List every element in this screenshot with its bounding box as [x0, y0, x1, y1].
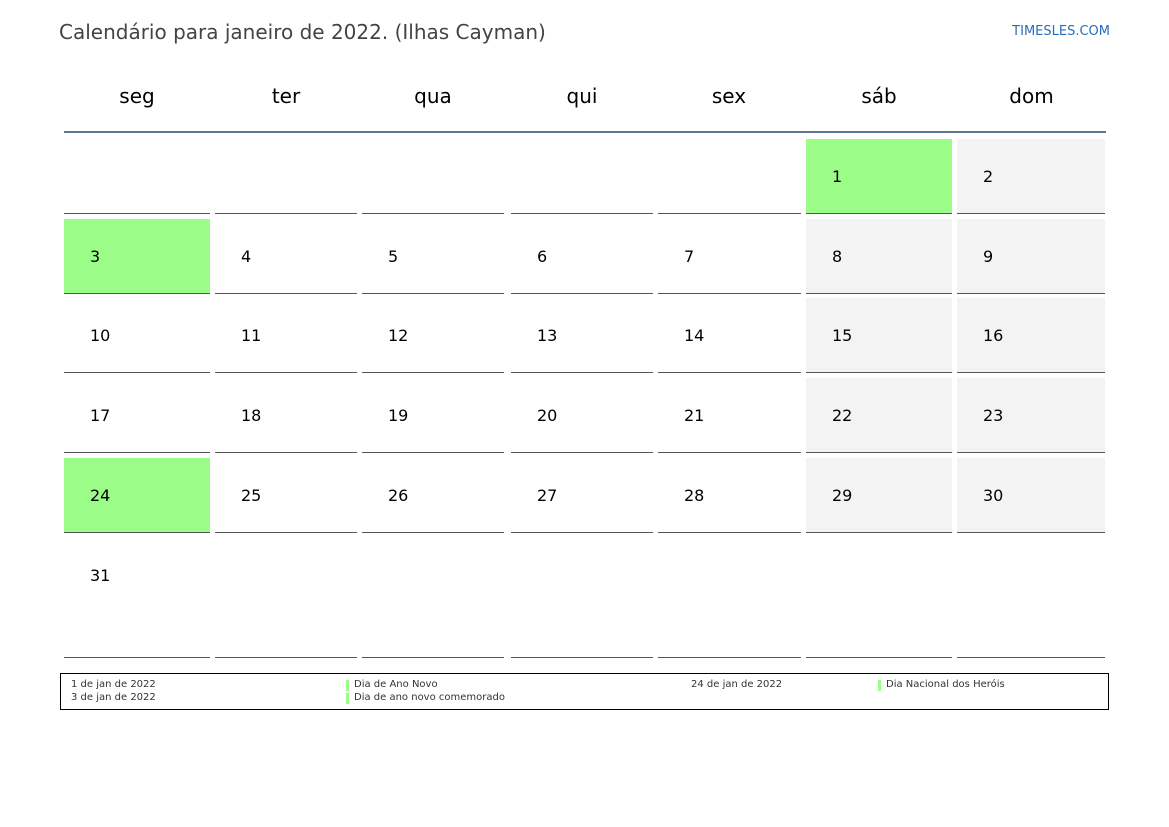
day-number: 12 — [388, 326, 409, 345]
day-cell: 25 — [215, 458, 357, 533]
day-cell: 6 — [511, 219, 653, 294]
day-cell: 24 — [64, 458, 210, 533]
page-title: Calendário para janeiro de 2022. (Ilhas … — [59, 20, 546, 44]
day-cell: 31 — [64, 538, 210, 658]
weekday-label: sex — [711, 84, 747, 108]
day-cell: 5 — [362, 219, 504, 294]
day-cell: 17 — [64, 378, 210, 453]
day-cell: 15 — [806, 298, 952, 373]
day-cell: 12 — [362, 298, 504, 373]
day-cell: 19 — [362, 378, 504, 453]
empty-day-cell — [658, 538, 801, 658]
day-cell: 2 — [957, 139, 1105, 214]
day-cell: 29 — [806, 458, 952, 533]
day-cell: 26 — [362, 458, 504, 533]
day-cell: 21 — [658, 378, 801, 453]
legend-holiday-name: Dia de ano novo comemorado — [354, 692, 505, 703]
day-number: 25 — [241, 486, 262, 505]
day-number: 24 — [90, 486, 111, 505]
day-number: 31 — [90, 566, 111, 585]
day-cell: 20 — [511, 378, 653, 453]
day-cell: 11 — [215, 298, 357, 373]
day-number: 5 — [388, 247, 399, 266]
day-cell: 23 — [957, 378, 1105, 453]
weekday-header-row: seg ter qua qui sex sáb dom — [64, 84, 1106, 114]
day-number: 23 — [983, 406, 1004, 425]
day-number: 18 — [241, 406, 262, 425]
header-divider — [64, 131, 1106, 133]
day-number: 3 — [90, 247, 101, 266]
empty-day-cell — [511, 538, 653, 658]
day-number: 29 — [832, 486, 853, 505]
day-number: 16 — [983, 326, 1004, 345]
legend-color-swatch — [346, 693, 349, 704]
day-number: 8 — [832, 247, 843, 266]
day-number: 13 — [537, 326, 558, 345]
day-number: 17 — [90, 406, 111, 425]
site-link[interactable]: TIMESLES.COM — [1012, 24, 1110, 39]
day-number: 1 — [832, 167, 843, 186]
empty-day-cell — [806, 538, 952, 658]
day-cell: 3 — [64, 219, 210, 294]
day-number: 14 — [684, 326, 705, 345]
day-cell: 30 — [957, 458, 1105, 533]
day-cell: 8 — [806, 219, 952, 294]
day-cell: 16 — [957, 298, 1105, 373]
day-number: 20 — [537, 406, 558, 425]
day-number: 7 — [684, 247, 695, 266]
day-cell: 18 — [215, 378, 357, 453]
day-cell: 4 — [215, 219, 357, 294]
legend-holiday-name: Dia Nacional dos Heróis — [886, 679, 1005, 690]
day-number: 21 — [684, 406, 705, 425]
day-cell: 7 — [658, 219, 801, 294]
empty-day-cell — [362, 538, 504, 658]
day-number: 19 — [388, 406, 409, 425]
weekday-label: qui — [566, 84, 598, 108]
day-number: 9 — [983, 247, 994, 266]
day-number: 2 — [983, 167, 994, 186]
legend-date: 1 de jan de 2022 — [71, 679, 156, 690]
legend-date: 24 de jan de 2022 — [691, 679, 783, 690]
holiday-legend: 1 de jan de 2022 Dia de Ano Novo 3 de ja… — [60, 673, 1109, 710]
legend-holiday-name: Dia de Ano Novo — [354, 679, 438, 690]
day-number: 27 — [537, 486, 558, 505]
day-cell: 28 — [658, 458, 801, 533]
weekday-label: dom — [1009, 84, 1054, 108]
legend-color-swatch — [878, 680, 881, 691]
empty-day-cell — [64, 139, 210, 214]
day-number: 15 — [832, 326, 853, 345]
day-cell: 13 — [511, 298, 653, 373]
weekday-label: qua — [414, 84, 452, 108]
day-number: 10 — [90, 326, 111, 345]
day-number: 4 — [241, 247, 252, 266]
day-cell: 22 — [806, 378, 952, 453]
day-number: 26 — [388, 486, 409, 505]
day-number: 22 — [832, 406, 853, 425]
legend-date: 3 de jan de 2022 — [71, 692, 156, 703]
weekday-label: sáb — [861, 84, 897, 108]
empty-day-cell — [362, 139, 504, 214]
day-number: 30 — [983, 486, 1004, 505]
day-cell: 9 — [957, 219, 1105, 294]
weekday-label: ter — [271, 84, 301, 108]
day-cell: 1 — [806, 139, 952, 214]
day-number: 6 — [537, 247, 548, 266]
weekday-label: seg — [119, 84, 155, 108]
empty-day-cell — [658, 139, 801, 214]
empty-day-cell — [215, 538, 357, 658]
empty-day-cell — [957, 538, 1105, 658]
day-cell: 14 — [658, 298, 801, 373]
empty-day-cell — [511, 139, 653, 214]
day-cell: 27 — [511, 458, 653, 533]
day-cell: 10 — [64, 298, 210, 373]
day-number: 28 — [684, 486, 705, 505]
empty-day-cell — [215, 139, 357, 214]
day-number: 11 — [241, 326, 262, 345]
legend-color-swatch — [346, 680, 349, 691]
